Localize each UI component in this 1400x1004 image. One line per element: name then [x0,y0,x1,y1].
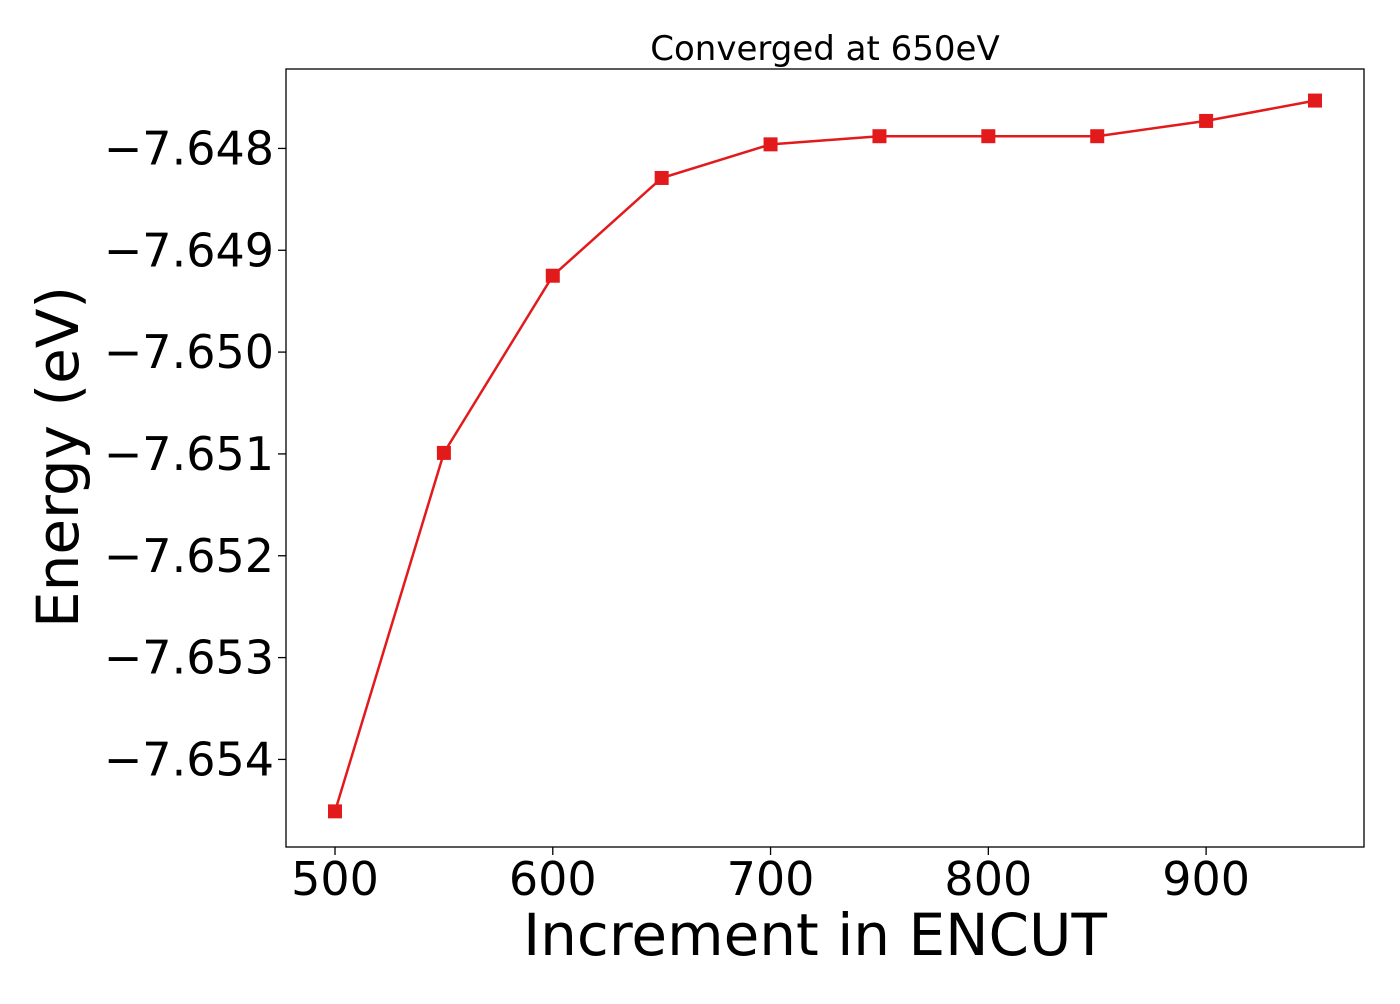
y-tick-label: −7.651 [104,427,274,481]
plot-frame [285,68,1365,848]
y-tick-label: −7.649 [104,223,274,277]
y-tick-label: −7.653 [104,631,274,685]
data-point-marker [328,804,342,819]
data-point-marker [763,137,778,152]
data-point-marker [1308,93,1322,108]
y-tick-label: −7.648 [104,121,274,175]
x-tick-label: 800 [944,852,1032,906]
data-point-marker [436,445,451,460]
y-tick-label: −7.652 [104,529,274,583]
x-tick-label: 500 [291,852,379,906]
series-line [333,99,1316,812]
x-tick-label: 700 [727,852,815,906]
data-point-marker [981,129,996,144]
y-axis-ticks: −7.654 −7.653 −7.652 −7.651 −7.650 −7.649 −7.6… [104,121,286,786]
plot-area [285,68,1365,848]
y-tick-label: −7.650 [104,325,274,379]
data-point-marker [654,170,669,185]
y-axis-label: Energy (eV) [24,286,92,628]
data-point-marker [545,268,560,283]
data-point-marker [1090,129,1105,144]
x-tick-label: 600 [509,852,597,906]
x-axis-label: Increment in ENCUT [523,901,1107,969]
x-axis-ticks: 500 600 700 800 900 [291,847,1250,906]
y-tick-label: −7.654 [104,732,274,786]
data-point-marker [872,129,887,144]
data-point-marker [1199,113,1214,128]
x-tick-label: 900 [1162,852,1250,906]
chart-title: Converged at 650eV [650,29,999,69]
